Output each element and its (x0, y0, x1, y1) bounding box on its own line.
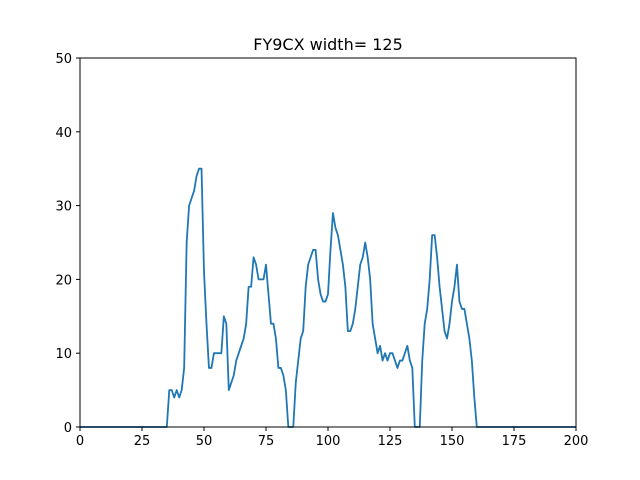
x-tick-label: 25 (134, 434, 151, 449)
y-tick-label: 30 (55, 200, 72, 215)
x-tick-label: 100 (316, 434, 341, 449)
plot-area (80, 167, 576, 428)
y-tick-label: 20 (55, 273, 72, 288)
series-line (80, 167, 576, 428)
y-axis: 0 10 20 30 40 50 (55, 52, 80, 436)
x-axis: 0 25 50 75 100 125 150 175 200 (76, 427, 589, 449)
x-tick-label: 200 (564, 434, 589, 449)
y-tick-label: 40 (55, 126, 72, 141)
x-tick-label: 0 (76, 434, 84, 449)
x-tick-label: 50 (196, 434, 213, 449)
y-tick-label: 0 (64, 421, 72, 436)
x-tick-label: 75 (258, 434, 275, 449)
x-tick-label: 150 (440, 434, 465, 449)
plot-frame (79, 57, 577, 428)
y-tick-label: 50 (55, 52, 72, 67)
chart-title: FY9CX width= 125 (253, 35, 403, 54)
x-tick-label: 125 (378, 434, 403, 449)
x-tick-label: 175 (502, 434, 527, 449)
y-tick-label: 10 (55, 347, 72, 362)
